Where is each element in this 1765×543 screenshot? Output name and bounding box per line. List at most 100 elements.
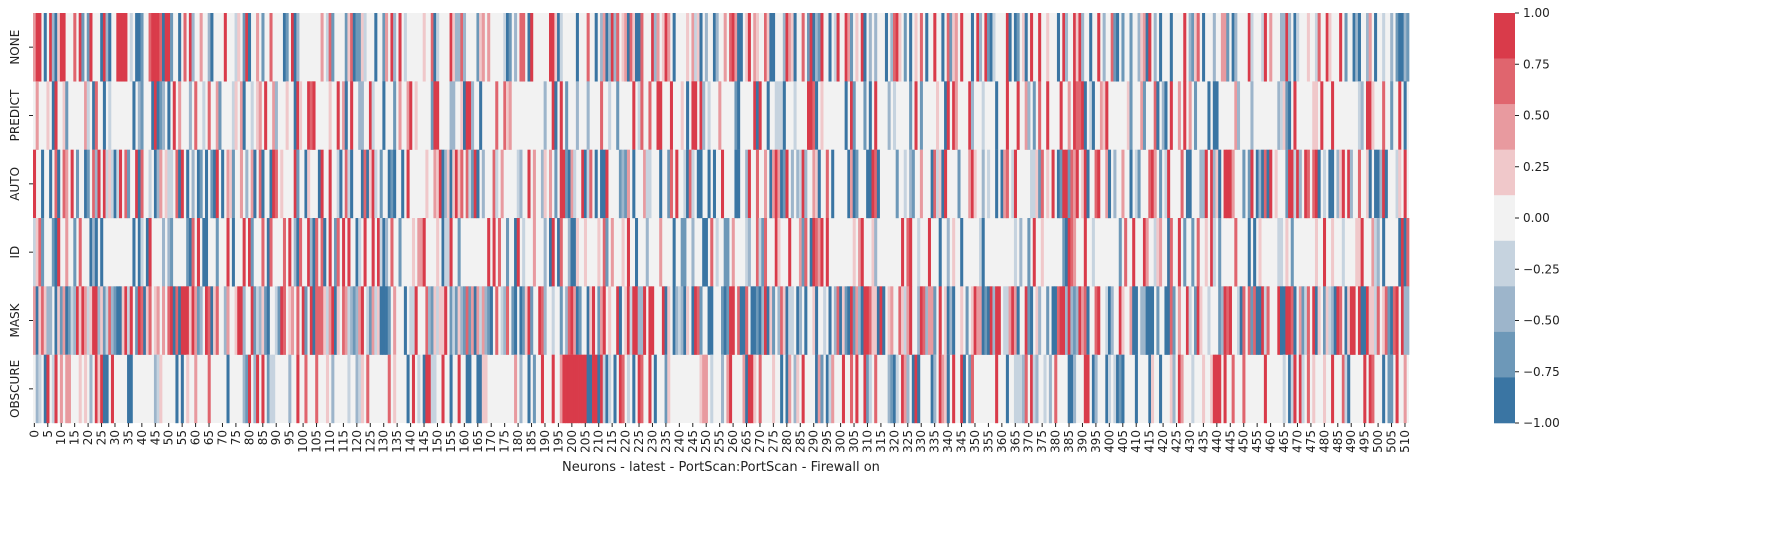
heatmap-cell — [1177, 81, 1181, 150]
heatmap-cell — [785, 286, 789, 355]
heatmap-cell — [1234, 218, 1238, 287]
heatmap-cell — [368, 286, 372, 355]
x-tick-label: 210 — [592, 430, 606, 453]
heatmap-cell — [296, 286, 300, 355]
heatmap-cell — [210, 13, 214, 82]
heatmap-cell — [1344, 13, 1348, 82]
heatmap-cell — [987, 286, 991, 355]
colorbar-segment — [1494, 377, 1515, 424]
heatmap-cell — [543, 81, 547, 150]
heatmap-cell — [530, 286, 534, 355]
heatmap-cell — [344, 81, 348, 150]
heatmap-cell — [683, 149, 687, 219]
heatmap-cell — [1390, 13, 1394, 82]
heatmap-cell — [1218, 286, 1222, 355]
x-tick-label: 185 — [525, 430, 539, 453]
x-tick-label: 165 — [471, 430, 485, 453]
heatmap-cell — [1159, 218, 1163, 287]
heatmap-cell — [256, 13, 260, 82]
heatmap-cell — [248, 354, 252, 424]
heatmap-cell — [573, 286, 577, 355]
heatmap-cell — [680, 218, 684, 287]
heatmap-cell — [949, 286, 953, 355]
x-tick-label: 295 — [820, 430, 834, 453]
heatmap-cell — [567, 149, 571, 219]
heatmap-cell — [1126, 81, 1130, 150]
heatmap-cell — [613, 13, 617, 82]
heatmap-cell — [922, 286, 926, 355]
heatmap-cell — [1366, 286, 1370, 355]
heatmap-cell — [989, 286, 993, 355]
x-tick-label: 30 — [108, 430, 122, 445]
heatmap-cell — [54, 286, 58, 355]
heatmap-cell — [46, 286, 50, 355]
heatmap-cell — [1336, 149, 1340, 219]
heatmap-cell — [46, 354, 50, 424]
heatmap-cell — [1247, 218, 1251, 287]
heatmap-cell — [422, 354, 426, 424]
heatmap-cell — [1237, 286, 1241, 355]
heatmap-cell — [702, 81, 706, 150]
heatmap-cell — [202, 81, 206, 150]
heatmap-cell — [57, 286, 61, 355]
heatmap-cell — [860, 218, 864, 287]
x-tick-label: 90 — [269, 430, 283, 445]
heatmap-cell — [1323, 286, 1327, 355]
heatmap-cell — [866, 286, 870, 355]
heatmap-cell — [1371, 354, 1375, 424]
heatmap-cell — [632, 354, 636, 424]
x-tick-label: 445 — [1223, 430, 1237, 453]
heatmap-cell — [575, 354, 579, 424]
heatmap-cell — [360, 81, 364, 150]
heatmap-cell — [162, 13, 166, 82]
heatmap-cell — [828, 13, 832, 82]
heatmap-cell — [793, 354, 797, 424]
heatmap-cell — [1038, 149, 1042, 219]
heatmap-cell — [1360, 286, 1364, 355]
heatmap-cell — [567, 218, 571, 287]
heatmap-cell — [1183, 81, 1187, 150]
heatmap-cell — [1027, 286, 1031, 355]
heatmap-cell — [86, 149, 90, 219]
heatmap-cell — [403, 286, 407, 355]
heatmap-cell — [817, 149, 821, 219]
heatmap-cell — [261, 354, 265, 424]
heatmap-cell — [1382, 286, 1386, 355]
heatmap-cell — [592, 354, 596, 424]
heatmap-cell — [1382, 149, 1386, 219]
heatmap-cell — [309, 218, 313, 287]
heatmap-cell — [1331, 218, 1335, 287]
heatmap-cell — [94, 286, 98, 355]
heatmap-cell — [35, 81, 39, 150]
heatmap-cell — [229, 149, 233, 219]
heatmap-cell — [863, 13, 867, 82]
heatmap-cell — [1059, 81, 1063, 150]
x-tick-label: 405 — [1116, 430, 1130, 453]
heatmap-cell — [188, 13, 192, 82]
heatmap-cell — [1013, 149, 1017, 219]
heatmap-cell — [1403, 149, 1407, 219]
heatmap-cell — [643, 286, 647, 355]
heatmap-cell — [1406, 286, 1410, 355]
heatmap-cell — [479, 286, 483, 355]
heatmap-cell — [463, 286, 467, 355]
heatmap-cell — [661, 286, 665, 355]
heatmap-cell — [933, 13, 937, 82]
heatmap-cell — [1288, 81, 1292, 150]
heatmap-cell — [621, 13, 625, 82]
heatmap-cell — [970, 354, 974, 424]
heatmap-cell — [89, 354, 93, 424]
heatmap-cell — [1387, 286, 1391, 355]
heatmap-cell — [1242, 286, 1246, 355]
x-tick-label: 180 — [511, 430, 525, 453]
heatmap-cell — [637, 81, 641, 150]
x-tick-label: 490 — [1344, 430, 1358, 453]
heatmap-cell — [1306, 13, 1310, 82]
heatmap-cell — [1366, 81, 1370, 150]
heatmap-cell — [583, 149, 587, 219]
heatmap-cell — [1293, 13, 1297, 82]
heatmap-cell — [1091, 354, 1095, 424]
heatmap-cell — [1341, 149, 1345, 219]
heatmap-cell — [143, 286, 147, 355]
x-tick-label: 225 — [632, 430, 646, 453]
